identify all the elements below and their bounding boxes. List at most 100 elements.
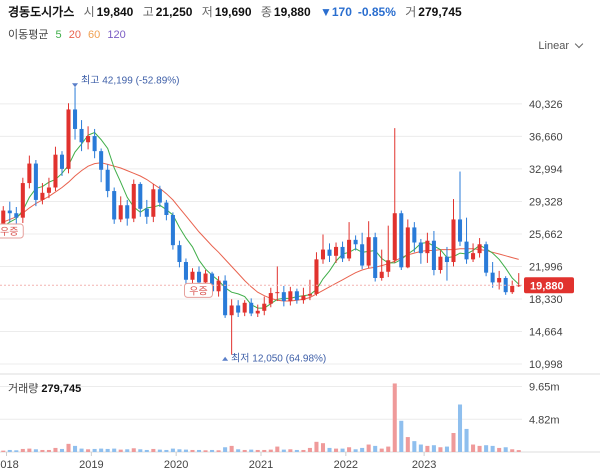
volume-bar — [334, 448, 339, 452]
candle-body — [20, 183, 25, 218]
candle-body — [373, 237, 378, 278]
volume-bar — [379, 448, 384, 452]
candle-body — [151, 189, 156, 217]
candle-body — [399, 213, 404, 268]
volume-bar — [105, 448, 110, 452]
volume-bar — [386, 446, 391, 452]
volume-bar — [425, 445, 430, 452]
price-tick-label: 10,998 — [529, 359, 563, 371]
ma20-line — [3, 162, 519, 302]
volume-bar — [157, 449, 162, 452]
price-tick-label: 18,330 — [529, 294, 563, 306]
candle-body — [484, 244, 489, 273]
candle-body — [360, 244, 365, 266]
candle-body — [229, 305, 234, 316]
ma5-polyline — [3, 131, 520, 309]
candle-body — [379, 271, 384, 278]
open-label: 시 — [83, 5, 95, 19]
candle-body — [14, 213, 19, 218]
high-label: 고 — [142, 5, 154, 19]
chevron-down-icon — [574, 39, 584, 49]
volume-bar — [451, 433, 456, 452]
volume-bar — [418, 444, 423, 452]
candle-body — [386, 260, 391, 272]
volume-bar — [7, 449, 12, 452]
candle-body — [242, 302, 247, 313]
volume-bar — [471, 444, 476, 452]
volume-bar — [177, 449, 182, 452]
ma-60: 60 — [88, 29, 101, 41]
volume-bar — [510, 449, 515, 452]
candle-body — [477, 244, 482, 254]
candle-body — [223, 280, 228, 316]
candle-body — [281, 292, 286, 302]
volume-bar — [444, 446, 449, 452]
candle-body — [112, 191, 117, 220]
volume-bar — [255, 449, 260, 452]
volume-axis: 9.65m 4.82m 거래량 279,745 — [8, 382, 560, 427]
candle-body — [190, 271, 195, 280]
volume-bar — [366, 444, 371, 452]
volume-bar — [14, 450, 19, 452]
chart-grid — [0, 103, 600, 453]
candle-body — [334, 246, 339, 256]
change-percent: -0.85% — [357, 5, 396, 19]
candle-body — [268, 293, 273, 304]
volume-bar — [497, 447, 502, 452]
change-value: ▼170 — [319, 5, 352, 19]
candle-body — [340, 246, 345, 259]
candle-body — [170, 215, 175, 246]
volume-bar — [66, 443, 71, 452]
moving-average-legend[interactable]: 이동평균 5 20 60 120 — [8, 26, 130, 42]
candle-body — [451, 219, 456, 263]
volume-bar — [477, 445, 482, 452]
candle-body — [7, 210, 12, 214]
ma20-polyline — [3, 162, 519, 302]
candles — [1, 87, 521, 355]
volume-bar — [412, 441, 417, 452]
price-axis: 40,326 36,660 32,994 29,328 25,662 21,996 18,3… — [524, 99, 574, 371]
volume-bar — [327, 447, 332, 452]
candle-body — [59, 154, 65, 169]
volume-value: 279,745 — [418, 5, 462, 19]
high-value: 21,250 — [155, 5, 193, 19]
volume-bar — [294, 449, 299, 452]
volume-tick-label: 4.82m — [529, 414, 560, 426]
candle-body — [144, 208, 149, 217]
candle-body — [288, 291, 293, 302]
candle-body — [320, 249, 326, 260]
volume-bar — [307, 447, 312, 452]
current-price-badge — [524, 277, 574, 294]
candle-body — [431, 240, 436, 270]
volume-bar — [40, 449, 45, 452]
volume-bar — [79, 448, 84, 452]
candle-body — [1, 210, 6, 227]
volume-bar — [118, 449, 123, 452]
volume-pane-value: 279,745 — [41, 383, 81, 395]
volume-bar — [320, 443, 326, 452]
candle-body — [79, 128, 84, 143]
price-tick-label: 40,326 — [529, 99, 563, 111]
volume-pane-label: 거래량 279,745 — [8, 382, 81, 395]
volume-bar — [92, 448, 97, 452]
volume-bar — [399, 420, 404, 452]
candle-body — [203, 273, 208, 283]
volume-bar — [249, 449, 254, 452]
volume-bar — [170, 448, 175, 452]
volume-bar — [503, 447, 508, 452]
candle-body — [353, 239, 358, 245]
volume-bar — [490, 445, 495, 452]
stock-name[interactable]: 경동도시가스 — [8, 5, 75, 19]
volume-bar — [164, 449, 169, 452]
volume-bar — [151, 448, 156, 452]
candle-body — [210, 273, 215, 292]
volume-bar — [516, 450, 521, 452]
candle-body — [301, 295, 306, 301]
volume-label: 거 — [405, 5, 417, 19]
candle-body — [438, 256, 443, 270]
scale-dropdown[interactable]: Linear — [538, 39, 584, 52]
volume-bar — [288, 449, 293, 452]
volume-bar — [484, 445, 489, 452]
candle-body — [216, 280, 221, 292]
